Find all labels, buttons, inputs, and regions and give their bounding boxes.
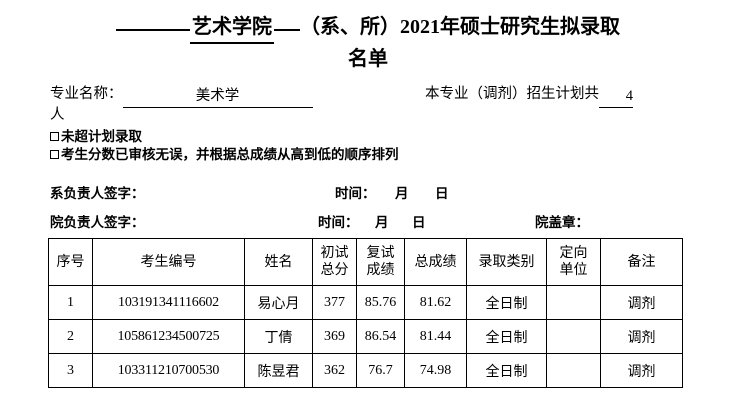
cell-assigned-unit bbox=[546, 285, 601, 320]
cell-admission-type: 全日制 bbox=[466, 353, 547, 388]
college-day-label: 日 bbox=[412, 215, 426, 230]
cell-total-score: 81.62 bbox=[404, 285, 467, 320]
cell-remark: 调剂 bbox=[600, 319, 683, 354]
plan-label: 本专业（调剂）招生计划共 bbox=[425, 86, 599, 102]
cell-preliminary-score: 362 bbox=[312, 353, 357, 388]
cell-admission-type: 全日制 bbox=[466, 319, 547, 354]
cell-total-score: 81.44 bbox=[404, 319, 467, 354]
cell-preliminary-score: 377 bbox=[312, 285, 357, 320]
header-assigned-unit: 定向 单位 bbox=[546, 238, 601, 286]
cell-name: 陈昱君 bbox=[244, 353, 313, 388]
admission-table: 序号 考生编号 姓名 初试 总分 复试 成绩 总成绩 录取类别 定向 单位 备注 bbox=[48, 238, 683, 388]
cell-total-score: 74.98 bbox=[404, 353, 467, 388]
cell-name: 丁倩 bbox=[244, 319, 313, 354]
checklist-item-1-label: 未超计划录取 bbox=[61, 129, 142, 144]
header-preliminary-line-2: 总分 bbox=[320, 263, 349, 278]
department-signature-label: 系负责人签字： bbox=[50, 186, 145, 201]
cell-assigned-unit bbox=[546, 319, 601, 354]
checkbox-icon[interactable] bbox=[50, 150, 59, 159]
cell-seq: 3 bbox=[48, 353, 93, 388]
title-rest-text: （系、所）2021年硕士研究生拟录取 bbox=[300, 16, 620, 38]
cell-candidate-id: 103311210700530 bbox=[92, 353, 245, 388]
checklist: 未超计划录取 考生分数已审核无误，并根据总成绩从高到低的顺序排列 bbox=[50, 128, 399, 164]
title-unit-name: 艺术学院 bbox=[190, 12, 274, 44]
title-line-2: 名单 bbox=[348, 48, 388, 70]
header-preliminary-score: 初试 总分 bbox=[312, 238, 357, 286]
cell-retest-score: 76.7 bbox=[356, 353, 405, 388]
cell-preliminary-score: 369 bbox=[312, 319, 357, 354]
cell-remark: 调剂 bbox=[600, 285, 683, 320]
header-remark: 备注 bbox=[600, 238, 683, 286]
checkbox-icon[interactable] bbox=[50, 132, 59, 141]
cell-remark: 调剂 bbox=[600, 353, 683, 388]
table-header-row: 序号 考生编号 姓名 初试 总分 复试 成绩 总成绩 录取类别 定向 单位 备注 bbox=[48, 238, 683, 286]
college-seal-label: 院盖章： bbox=[535, 215, 589, 230]
checklist-item-2-label: 考生分数已审核无误，并根据总成绩从高到低的顺序排列 bbox=[61, 147, 399, 162]
header-preliminary-line-1: 初试 bbox=[320, 246, 349, 261]
cell-assigned-unit bbox=[546, 353, 601, 388]
header-name: 姓名 bbox=[244, 238, 313, 286]
title-blank-trail bbox=[274, 29, 300, 31]
cell-retest-score: 85.76 bbox=[356, 285, 405, 320]
header-candidate-id: 考生编号 bbox=[92, 238, 245, 286]
cell-seq: 1 bbox=[48, 285, 93, 320]
title-blank-lead bbox=[116, 29, 190, 31]
header-retest-line-2: 成绩 bbox=[366, 263, 395, 278]
table-row: 3 103311210700530 陈昱君 362 76.7 74.98 全日制… bbox=[48, 353, 683, 388]
checklist-item-1[interactable]: 未超计划录取 bbox=[50, 128, 399, 146]
department-time-label: 时间： bbox=[335, 186, 376, 201]
page-title: 艺术学院 （系、所）2021年硕士研究生拟录取 名单 bbox=[48, 12, 688, 74]
department-month-label: 月 bbox=[395, 186, 409, 201]
header-retest-score: 复试 成绩 bbox=[356, 238, 405, 286]
college-time-label: 时间： bbox=[318, 215, 359, 230]
table-row: 2 105861234500725 丁倩 369 86.54 81.44 全日制… bbox=[48, 319, 683, 354]
cell-candidate-id: 105861234500725 bbox=[92, 319, 245, 354]
table-row: 1 103191341116602 易心月 377 85.76 81.62 全日… bbox=[48, 285, 683, 320]
major-field: 专业名称： 美术学 bbox=[50, 84, 313, 108]
cell-name: 易心月 bbox=[244, 285, 313, 320]
cell-admission-type: 全日制 bbox=[466, 285, 547, 320]
header-retest-line-1: 复试 bbox=[366, 246, 395, 261]
title-line-1: 艺术学院 （系、所）2021年硕士研究生拟录取 bbox=[48, 12, 688, 44]
header-seq: 序号 bbox=[48, 238, 93, 286]
major-value: 美术学 bbox=[122, 86, 313, 108]
plan-value: 4 bbox=[599, 86, 633, 108]
header-admission-type: 录取类别 bbox=[466, 238, 547, 286]
checklist-item-2[interactable]: 考生分数已审核无误，并根据总成绩从高到低的顺序排列 bbox=[50, 146, 399, 164]
cell-seq: 2 bbox=[48, 319, 93, 354]
plan-unit: 人 bbox=[50, 107, 65, 123]
major-label: 专业名称： bbox=[50, 86, 123, 102]
department-day-label: 日 bbox=[435, 186, 449, 201]
cell-retest-score: 86.54 bbox=[356, 319, 405, 354]
header-assigned-unit-line-1: 定向 bbox=[559, 246, 588, 261]
cell-candidate-id: 103191341116602 bbox=[92, 285, 245, 320]
college-month-label: 月 bbox=[375, 215, 389, 230]
header-total-score: 总成绩 bbox=[404, 238, 467, 286]
college-signature-label: 院负责人签字： bbox=[50, 215, 145, 230]
header-assigned-unit-line-2: 单位 bbox=[559, 263, 588, 278]
plan-field: 本专业（调剂）招生计划共 4 bbox=[425, 84, 633, 108]
